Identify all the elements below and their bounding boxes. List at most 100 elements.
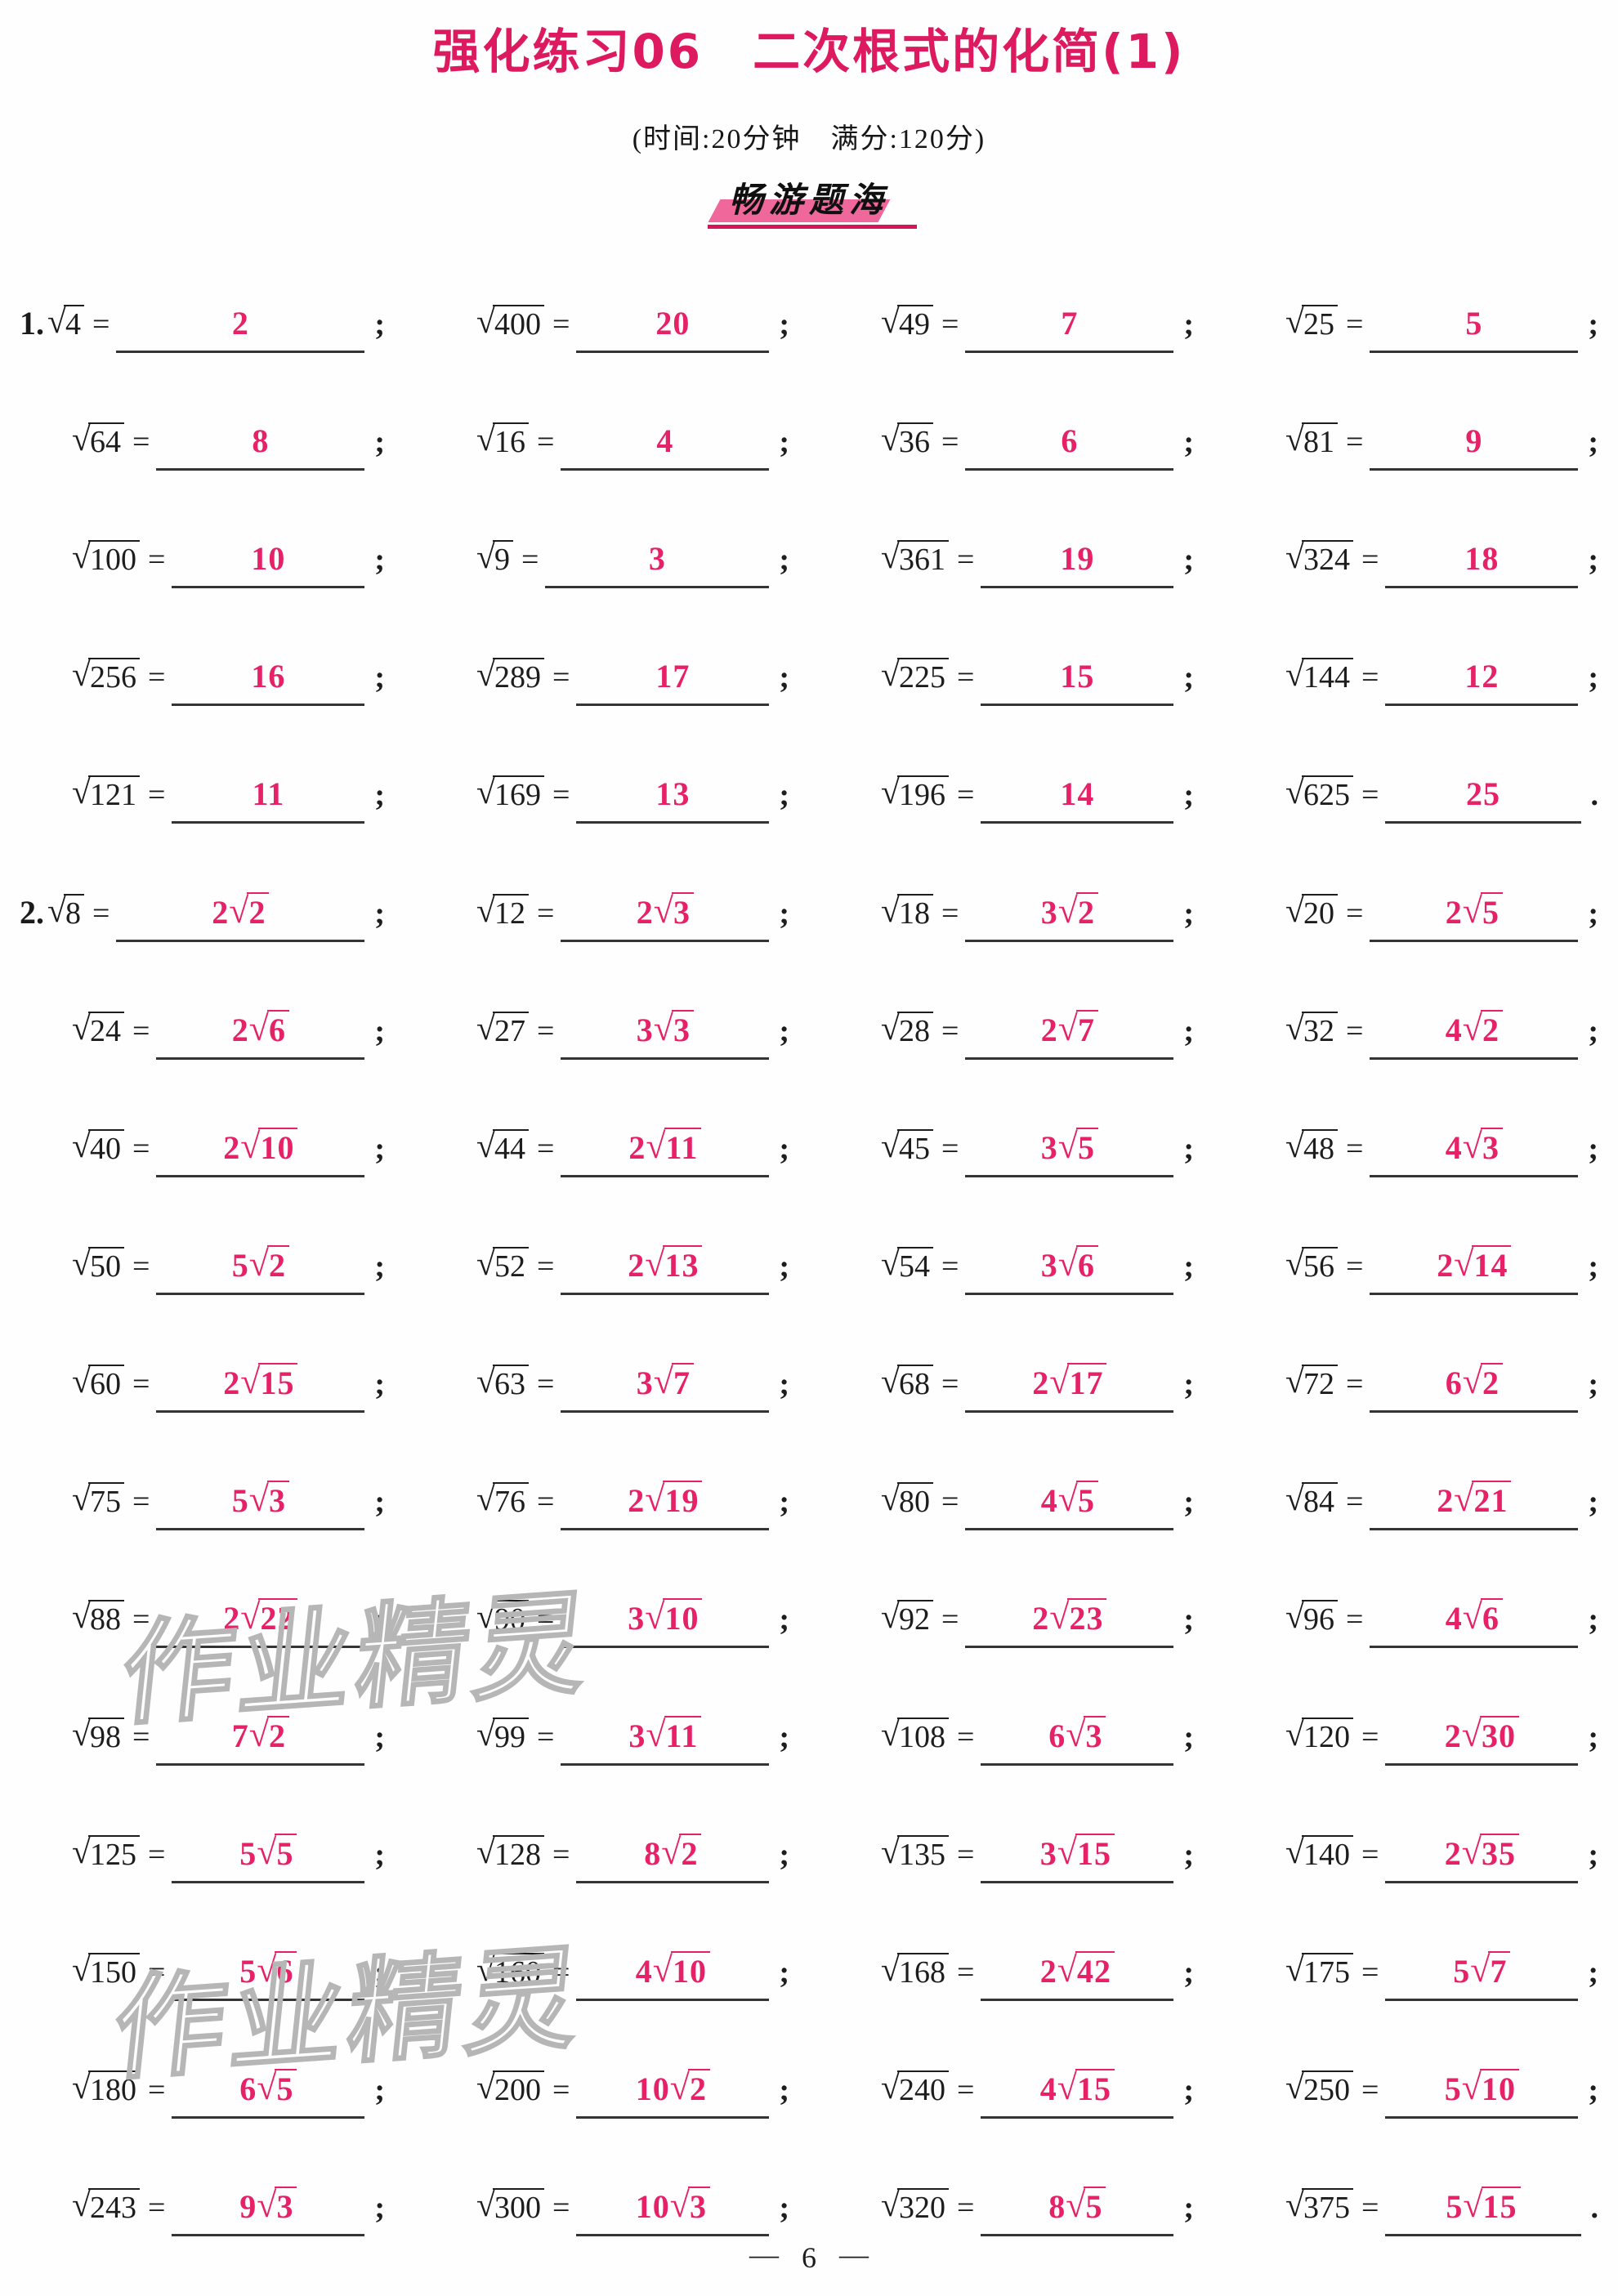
answer-text: 3√2 (1041, 892, 1098, 931)
problem-cell: √54 = 3√6; (809, 1204, 1214, 1322)
answer-text: 13 (655, 775, 691, 812)
radical-sign: √ (1462, 1597, 1483, 1637)
radical-sign: √ (72, 1481, 91, 1518)
punctuation: ; (374, 778, 385, 812)
problem-row: √98 = 7√2; √99 = 3√11; √108 = 6√3; √120 = 2√30; (0, 1675, 1618, 1793)
answer-blank: 2√2 (116, 892, 365, 942)
punctuation: ; (374, 307, 385, 342)
sqrt-expression: √84 = (1285, 1482, 1370, 1520)
radical-sign: √ (240, 1126, 261, 1166)
radicand: 10 (258, 1128, 298, 1167)
equals-sign: = (132, 1602, 150, 1637)
sqrt-expression: √135 = (881, 1835, 981, 1873)
equals-sign: = (536, 1485, 555, 1519)
radicand: 20 (1301, 894, 1338, 931)
radicand: 14 (1472, 1245, 1512, 1284)
radicand: 21 (1472, 1481, 1512, 1520)
equals-sign: = (956, 778, 975, 812)
answer-blank: 18 (1385, 539, 1579, 588)
equals-sign: = (1345, 1367, 1364, 1401)
radicand: 49 (896, 305, 933, 342)
problem-row: √100 = 10; √9 = 3; √361 = 19; √324 = 18; (0, 498, 1618, 616)
answer-blank: 5√6 (172, 1950, 365, 2001)
problem-cell: √63 = 3√7; (404, 1322, 809, 1440)
answer-text: 2 (231, 305, 249, 342)
radicand: 15 (1075, 1834, 1115, 1873)
equals-sign: = (536, 1720, 555, 1754)
radical-sign: √ (653, 1361, 674, 1401)
problem-cell: √196 = 14; (809, 734, 1214, 851)
answer-blank: 2√5 (1370, 892, 1579, 942)
radicand: 32 (1301, 1012, 1338, 1049)
punctuation: ; (374, 1249, 385, 1284)
radicand: 68 (896, 1365, 933, 1402)
radicand: 6 (266, 1010, 289, 1049)
radical-sign: √ (1285, 1598, 1304, 1636)
sqrt-expression: √243 = (72, 2188, 172, 2226)
answer-text: 3√7 (637, 1361, 694, 1401)
radicand: 11 (664, 1128, 702, 1167)
answer-blank: 4 (561, 422, 770, 471)
radicand: 9 (492, 540, 513, 578)
punctuation: ; (1183, 1485, 1194, 1519)
answer-text: 2√35 (1445, 1834, 1519, 1872)
problem-cell: √84 = 2√21; (1214, 1440, 1618, 1557)
radical-sign: √ (72, 656, 91, 694)
problem-number: 2. (20, 894, 44, 931)
equals-sign: = (1345, 1485, 1364, 1519)
radical-sign: √ (1285, 1363, 1304, 1400)
answer-text: 6√5 (239, 2069, 297, 2107)
sqrt-expression: √52 = (476, 1247, 561, 1284)
answer-text: 17 (655, 658, 691, 695)
radicand: 125 (87, 1835, 140, 1873)
sqrt-expression: √128 = (476, 1835, 576, 1873)
problem-cell: 2. √8 = 2√2; (0, 851, 404, 969)
radical-sign: √ (257, 1832, 278, 1872)
answer-text: 5√5 (239, 1832, 297, 1872)
sqrt-expression: √96 = (1285, 1600, 1370, 1637)
answer-blank: 2√7 (965, 1010, 1174, 1060)
answer-text: 5 (1465, 305, 1483, 342)
sqrt-expression: √48 = (1285, 1129, 1370, 1167)
answer-text: 2√23 (1032, 1598, 1107, 1637)
sqrt-expression: √150 = (72, 1953, 172, 1990)
radical-sign: √ (248, 1479, 270, 1519)
answer-blank: 13 (576, 775, 770, 824)
radicand: 375 (1301, 2188, 1353, 2226)
answer-blank: 7 (965, 304, 1174, 353)
radical-sign: √ (1285, 1481, 1304, 1518)
sqrt-expression: √72 = (1285, 1365, 1370, 1402)
radical-sign: √ (669, 2185, 691, 2225)
radicand: 400 (492, 305, 544, 342)
radicand: 3 (1084, 1716, 1106, 1755)
punctuation: ; (779, 2191, 789, 2225)
radicand: 625 (1301, 775, 1353, 813)
punctuation: ; (779, 1602, 789, 1637)
radical-sign: √ (881, 303, 900, 341)
equals-sign: = (1361, 1955, 1379, 1990)
problem-cell: √9 = 3; (404, 498, 809, 616)
radical-sign: √ (1285, 1951, 1304, 1989)
sqrt-expression: √375 = (1285, 2188, 1385, 2226)
sqrt-expression: √44 = (476, 1129, 561, 1167)
radicand: 240 (896, 2070, 949, 2108)
answer-text: 2√13 (628, 1244, 703, 1284)
radical-sign: √ (248, 1008, 270, 1048)
problem-number: 1. (20, 305, 44, 342)
radical-sign: √ (476, 1245, 495, 1283)
punctuation: ; (1588, 307, 1598, 342)
radicand: 10 (670, 1951, 710, 1990)
answer-blank: 6√2 (1370, 1363, 1579, 1413)
problem-cell: √12 = 2√3; (404, 851, 809, 969)
radical-sign: √ (257, 1950, 278, 1990)
answer-text: 2√14 (1437, 1245, 1512, 1284)
radicand: 361 (896, 540, 949, 578)
radical-sign: √ (646, 1126, 667, 1166)
radical-sign: √ (72, 1951, 91, 1989)
sqrt-expression: √121 = (72, 775, 172, 813)
sqrt-expression: √168 = (881, 1953, 981, 1990)
equals-sign: = (552, 2073, 570, 2107)
problem-row: √121 = 11; √169 = 13; √196 = 14; √625 = 25. (0, 734, 1618, 851)
problem-cell: √400 = 20; (404, 263, 809, 381)
radical-sign: √ (645, 1244, 666, 1284)
